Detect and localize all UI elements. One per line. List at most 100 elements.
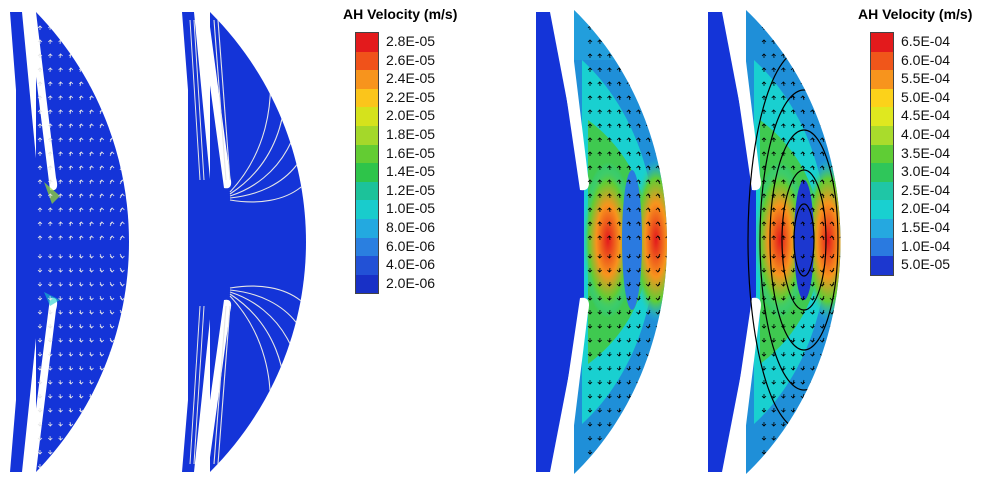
vector-arrow xyxy=(109,221,115,227)
vector-arrow xyxy=(800,11,806,17)
vector-arrow xyxy=(685,310,690,314)
vector-arrow xyxy=(119,449,125,455)
vector-arrow xyxy=(616,309,622,315)
vector-arrow xyxy=(130,54,135,58)
vector-arrow xyxy=(781,151,786,157)
vector-arrow xyxy=(58,449,63,455)
vector-arrow xyxy=(68,323,74,329)
vector-arrow xyxy=(597,435,602,441)
vector-arrow xyxy=(675,310,680,314)
vector-arrow xyxy=(89,81,94,87)
vector-arrow xyxy=(89,295,94,301)
vector-arrow xyxy=(761,53,767,58)
vector-arrow xyxy=(607,337,612,343)
vector-arrow xyxy=(655,379,661,385)
vector-arrow xyxy=(761,95,767,100)
vector-arrow xyxy=(655,151,661,157)
vector-arrow xyxy=(800,179,806,185)
vector-arrow xyxy=(587,235,593,240)
legend-color-scale xyxy=(355,32,379,295)
vector-arrow xyxy=(810,463,815,469)
vector-arrow xyxy=(99,221,105,227)
vector-arrow xyxy=(109,95,115,101)
vector-arrow xyxy=(587,39,593,44)
vector-arrow xyxy=(685,422,690,426)
vector-arrow xyxy=(829,449,835,455)
vector-arrow xyxy=(685,222,690,226)
vector-arrow xyxy=(597,407,602,413)
vector-arrow xyxy=(675,26,680,30)
vector-arrow xyxy=(78,207,84,213)
vector-arrow xyxy=(587,310,593,315)
vector-arrow xyxy=(636,39,641,45)
vector-arrow xyxy=(771,407,776,413)
vector-arrow xyxy=(761,408,767,413)
vector-arrow xyxy=(839,281,841,287)
vector-arrow xyxy=(665,365,667,371)
vector-arrow xyxy=(849,408,854,412)
vector-arrow xyxy=(829,81,835,87)
legend-swatch xyxy=(871,237,893,257)
vector-arrow xyxy=(636,463,641,469)
vector-arrow xyxy=(685,352,690,356)
vector-arrow xyxy=(665,351,667,357)
legend-tick-label: 1.6E-05 xyxy=(386,144,436,161)
vector-arrow xyxy=(587,366,593,371)
vector-arrow xyxy=(130,366,135,370)
vector-arrow xyxy=(89,95,94,101)
vector-arrow xyxy=(607,221,612,227)
vector-arrow xyxy=(150,68,155,72)
vector-arrow xyxy=(790,165,796,171)
vector-arrow xyxy=(675,380,680,384)
vector-arrow xyxy=(685,208,690,212)
vector-arrow xyxy=(597,365,602,371)
vector-arrow xyxy=(99,379,105,385)
vector-arrow xyxy=(761,254,767,259)
vector-arrow xyxy=(58,12,63,17)
vector-arrow xyxy=(68,95,74,101)
vector-arrow xyxy=(685,236,690,240)
vector-arrow xyxy=(829,193,835,199)
vector-arrow xyxy=(119,53,125,59)
vector-arrow xyxy=(839,53,841,59)
vector-arrow xyxy=(150,54,155,58)
vector-arrow xyxy=(781,25,786,31)
vector-arrow xyxy=(48,39,53,45)
vector-arrow xyxy=(771,393,776,399)
vector-arrow xyxy=(607,323,612,329)
vector-arrow xyxy=(68,281,74,287)
vector-arrow xyxy=(771,207,776,213)
vector-arrow xyxy=(587,221,593,226)
vector-arrow xyxy=(109,151,115,157)
vector-arrow xyxy=(109,309,115,315)
vector-arrow xyxy=(829,11,835,17)
vector-arrow xyxy=(781,337,786,343)
vector-arrow xyxy=(150,310,155,314)
vector-arrow xyxy=(140,394,145,398)
vector-arrow xyxy=(587,179,593,184)
vector-arrow xyxy=(597,137,602,143)
vector-arrow xyxy=(68,193,74,199)
vector-arrow xyxy=(109,463,115,469)
vector-arrow xyxy=(89,351,94,357)
legend-swatch xyxy=(356,70,378,89)
vector-arrow xyxy=(616,365,622,371)
vector-arrow xyxy=(810,151,815,157)
vector-arrow xyxy=(99,179,105,185)
vector-arrow xyxy=(597,221,602,227)
vector-arrow xyxy=(665,323,667,329)
vector-arrow xyxy=(140,464,145,468)
vector-arrow xyxy=(839,179,841,185)
vector-arrow xyxy=(761,464,767,469)
vector-arrow xyxy=(800,67,806,73)
vector-arrow xyxy=(119,151,125,157)
vector-arrow xyxy=(800,323,806,329)
vector-arrow xyxy=(771,179,776,185)
vector-arrow xyxy=(607,95,612,101)
vector-arrow xyxy=(810,123,815,129)
vector-arrow xyxy=(89,137,94,143)
vector-arrow xyxy=(597,179,602,185)
vector-arrow xyxy=(37,310,43,315)
vector-arrow xyxy=(829,207,835,213)
vector-arrow xyxy=(119,407,125,413)
